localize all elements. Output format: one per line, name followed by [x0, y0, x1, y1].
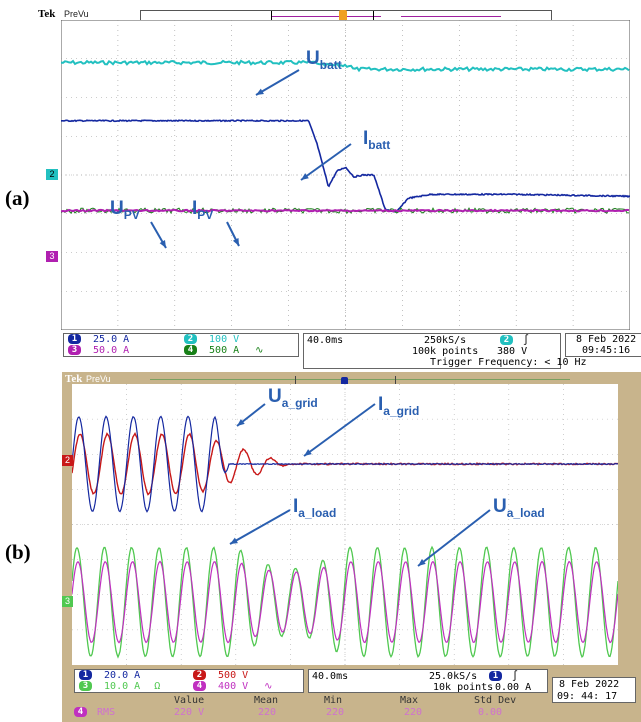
acquisition-box[interactable]: 40.0ms 25.0kS/s 10k points 1 ∫ 0.00 A: [308, 669, 548, 693]
arrow-u-a-load: [417, 509, 491, 567]
annotation-i-a-load: Ia_load: [293, 496, 337, 520]
ch2-marker[interactable]: 2: [62, 455, 73, 466]
annotation-u-a-load: Ua_load: [493, 496, 545, 520]
annotation-u-pv: UPV: [110, 198, 140, 222]
ch2-marker[interactable]: 2: [46, 169, 58, 180]
screen-grid: [61, 20, 630, 330]
datetime-box: 8 Feb 2022 09: 44: 17: [552, 677, 636, 703]
record-overview-bar[interactable]: [150, 376, 570, 384]
arrow-u-a-grid: [236, 403, 266, 427]
arrow-i-pv: [226, 221, 240, 247]
trace-i-pv: [61, 207, 630, 215]
panel-b: (b) Tek PreVu Ua_grid Ia_grid Ia_load Ua…: [0, 372, 641, 722]
trace-u-a-load: [72, 560, 618, 644]
panel-b-label: (b): [5, 540, 31, 564]
trace-i-batt: [61, 119, 630, 213]
panel-a: (a) Tek PreVu Ubatt Ibatt UPV IPV 2: [5, 8, 641, 369]
arrow-u-batt: [255, 69, 300, 96]
channel-settings-box[interactable]: 1 20.0 A 2 500 V 3 10.0 A Ω 4 400 V ∿: [74, 669, 304, 693]
ch3-marker[interactable]: 3: [46, 251, 58, 262]
screen-grid: [72, 384, 618, 665]
mode-label: PreVu: [64, 9, 89, 19]
annotation-i-pv: IPV: [192, 198, 214, 222]
acquisition-box[interactable]: 40.0ms 250kS/s 100k points 2 ∫ 380 V Tri…: [303, 333, 587, 369]
arrow-i-a-load: [229, 509, 291, 545]
panel-a-label: (a): [5, 186, 30, 210]
trace-u-batt: [61, 59, 630, 73]
trace-u-pv: [61, 208, 630, 213]
datetime-box: 8 Feb 2022 09:45:16: [565, 333, 641, 357]
brand-label: Tek: [38, 8, 56, 20]
mode-label: PreVu: [86, 374, 111, 384]
arrow-i-a-grid: [303, 403, 376, 457]
annotation-i-a-grid: Ia_grid: [378, 394, 420, 418]
arrow-i-batt: [300, 143, 352, 181]
channel-settings-box[interactable]: 1 25.0 A 2 100 V 3 50.0 A 4 500 A ∿: [63, 333, 299, 357]
trace-u-a-grid: [72, 415, 618, 513]
annotation-i-batt: Ibatt: [363, 128, 391, 152]
arrow-u-pv: [150, 221, 167, 249]
ch3-marker[interactable]: 3: [62, 596, 73, 607]
annotation-u-batt: Ubatt: [306, 48, 342, 72]
panel-a-screen: [61, 20, 630, 330]
panel-b-screen: [72, 384, 618, 665]
brand-label: Tek: [65, 373, 83, 385]
annotation-u-a-grid: Ua_grid: [268, 386, 318, 410]
measurement-table: Value Mean Min Max Std Dev 4 RMS 220 V 2…: [74, 695, 550, 721]
